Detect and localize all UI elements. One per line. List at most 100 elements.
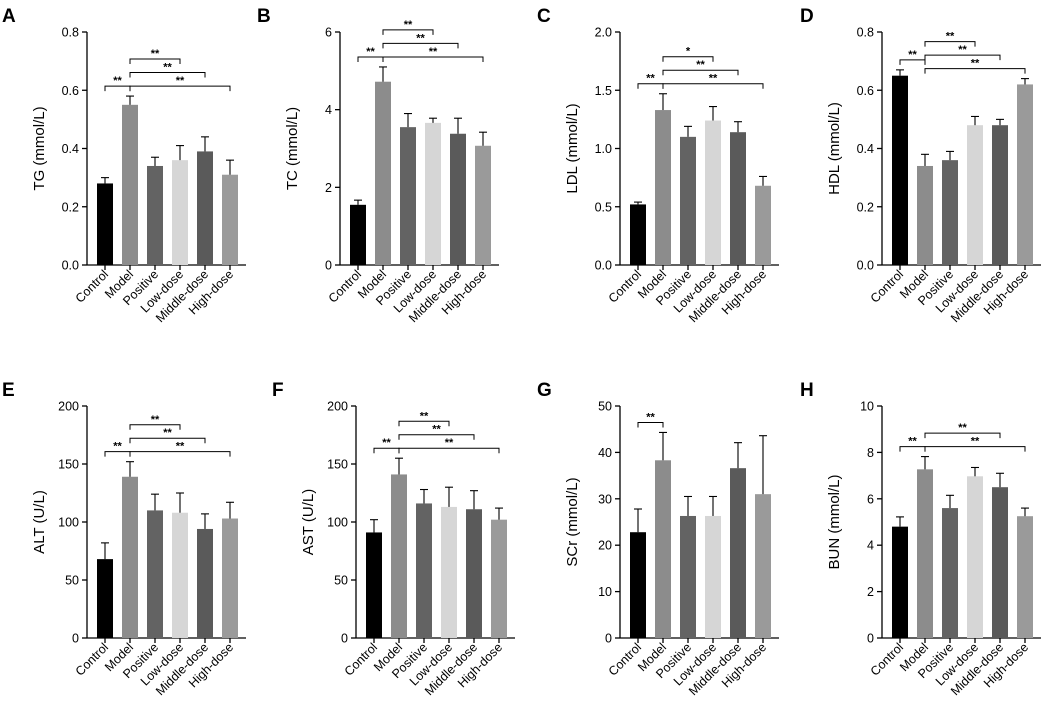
- y-tick-label: 0: [341, 632, 348, 646]
- bar-low-dose: [967, 476, 983, 638]
- bar-model: [122, 104, 138, 265]
- bar-control: [630, 532, 646, 638]
- bar-high-dose: [222, 174, 238, 265]
- x-category-label: Control: [868, 640, 906, 678]
- significance-label: **: [113, 441, 122, 453]
- y-axis-label: ALT (U/L): [31, 490, 48, 554]
- bar-middle-dose: [466, 509, 482, 638]
- bar-model: [917, 469, 933, 638]
- bar-low-dose: [441, 506, 457, 638]
- significance-label: **: [113, 75, 122, 87]
- y-axis-label: TG (mmol/L): [31, 106, 48, 190]
- bar-control: [892, 75, 908, 265]
- x-category-label: Control: [606, 267, 644, 305]
- bar-positive: [680, 515, 696, 638]
- bar-model: [655, 110, 671, 266]
- panel-letter: E: [2, 380, 15, 401]
- significance-bracket: [924, 68, 1026, 74]
- bar-model: [122, 476, 138, 638]
- panel-b: BTC (mmol/L)0246ControlModelPositiveLow-…: [257, 6, 499, 325]
- significance-label: **: [366, 46, 375, 58]
- significance-label: **: [646, 411, 655, 423]
- significance-label: **: [696, 59, 705, 71]
- bar-low-dose: [425, 122, 441, 266]
- y-axis-label: TC (mmol/L): [284, 107, 301, 190]
- x-category-label: Control: [606, 640, 644, 678]
- significance-bracket: [129, 424, 181, 430]
- x-category-label: Control: [73, 640, 111, 678]
- bar-middle-dose: [730, 468, 746, 638]
- significance-bracket: [899, 59, 926, 65]
- bar-positive: [416, 503, 432, 638]
- y-tick-label: 4: [325, 103, 332, 117]
- panel-letter: F: [272, 380, 284, 401]
- y-tick-label: 0.6: [857, 84, 874, 98]
- y-tick-label: 0.2: [857, 200, 874, 214]
- significance-label: **: [432, 424, 441, 436]
- significance-label: **: [946, 31, 955, 43]
- panel-a: ATG (mmol/L)0.00.20.40.60.8ControlModelP…: [2, 6, 246, 325]
- panel-letter: C: [537, 6, 551, 27]
- y-tick-label: 0.4: [62, 142, 79, 156]
- y-tick-label: 0.6: [62, 84, 79, 98]
- significance-label: **: [971, 436, 980, 448]
- significance-bracket: [129, 437, 206, 444]
- significance-label: **: [445, 437, 454, 449]
- significance-label: **: [958, 44, 967, 56]
- bar-model: [917, 165, 933, 265]
- y-tick-label: 0.4: [857, 142, 874, 156]
- significance-bracket: [662, 83, 764, 89]
- significance-bracket: [924, 41, 976, 47]
- significance-bracket: [129, 58, 181, 65]
- significance-label: **: [176, 441, 185, 453]
- bar-model: [375, 81, 391, 265]
- y-tick-label: 6: [325, 26, 332, 40]
- bar-high-dose: [1017, 516, 1033, 638]
- y-tick-label: 0.8: [857, 26, 874, 40]
- bar-low-dose: [705, 515, 721, 638]
- bar-low-dose: [172, 160, 188, 265]
- bar-control: [97, 559, 113, 638]
- bar-positive: [942, 508, 958, 638]
- significance-bracket: [398, 447, 500, 454]
- significance-bracket: [662, 69, 739, 76]
- significance-bracket: [129, 72, 206, 78]
- y-tick-label: 6: [867, 492, 874, 506]
- x-category-label: Control: [342, 640, 380, 678]
- significance-bracket: [129, 451, 231, 457]
- y-tick-label: 8: [867, 446, 874, 460]
- significance-label: **: [382, 437, 391, 449]
- y-tick-label: 0.5: [595, 200, 612, 214]
- significance-bracket: [662, 56, 714, 62]
- y-axis-label: BUN (mmol/L): [826, 474, 843, 569]
- significance-bracket: [129, 85, 231, 92]
- y-tick-label: 200: [58, 400, 79, 414]
- bar-high-dose: [755, 494, 771, 638]
- y-tick-label: 0.8: [62, 26, 79, 40]
- significance-bracket: [637, 421, 664, 428]
- y-tick-label: 200: [327, 400, 348, 414]
- y-tick-label: 50: [334, 574, 348, 588]
- panel-letter: B: [257, 6, 271, 27]
- significance-bracket: [924, 432, 1001, 439]
- y-tick-label: 30: [598, 492, 612, 506]
- y-tick-label: 40: [598, 446, 612, 460]
- bar-control: [630, 204, 646, 265]
- bar-middle-dose: [197, 151, 213, 265]
- panel-letter: A: [2, 6, 16, 27]
- significance-label: **: [163, 62, 172, 74]
- significance-bracket: [382, 42, 459, 49]
- bar-model: [655, 460, 671, 638]
- y-axis-label: HDL (mmol/L): [826, 102, 843, 195]
- x-category-label: Control: [326, 267, 364, 305]
- bar-low-dose: [172, 512, 188, 638]
- y-tick-label: 0.2: [62, 200, 79, 214]
- bar-high-dose: [491, 519, 507, 638]
- bar-control: [366, 532, 382, 638]
- y-tick-label: 150: [58, 458, 79, 472]
